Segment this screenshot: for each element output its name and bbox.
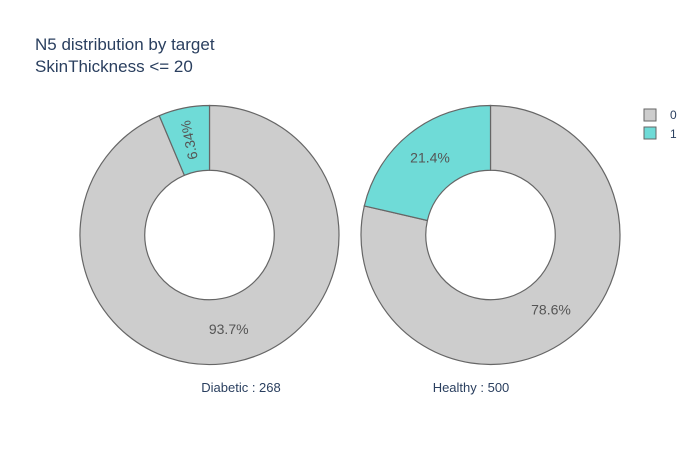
slice-1[interactable] <box>363 104 492 222</box>
caption-healthy: Healthy : 500 <box>433 380 510 395</box>
legend-label-0: 0 <box>670 108 677 122</box>
legend-swatch-1 <box>643 126 657 140</box>
slice-1[interactable] <box>158 104 211 177</box>
caption-diabetic: Diabetic : 268 <box>201 380 281 395</box>
legend: 0 1 <box>643 108 677 141</box>
title-line-1: N5 distribution by target <box>35 35 215 54</box>
legend-label-1: 1 <box>670 127 677 141</box>
legend-item-1[interactable]: 1 <box>643 126 677 141</box>
donut-diabetic: 93.7% 6.34% <box>79 104 340 366</box>
slice-label-1: 6.34% <box>177 119 201 161</box>
legend-item-0[interactable]: 0 <box>643 108 677 122</box>
slice-0[interactable] <box>79 104 340 366</box>
title-line-2: SkinThickness <= 20 <box>35 57 193 76</box>
slice-0[interactable] <box>360 104 621 366</box>
slice-label-0: 78.6% <box>531 302 571 318</box>
chart-title: N5 distribution by target SkinThickness … <box>35 35 215 76</box>
slice-label-1: 21.4% <box>410 150 450 166</box>
slice-label-0: 93.7% <box>209 321 249 337</box>
donut-healthy: 78.6% 21.4% <box>360 104 621 366</box>
legend-swatch-0 <box>643 108 657 122</box>
